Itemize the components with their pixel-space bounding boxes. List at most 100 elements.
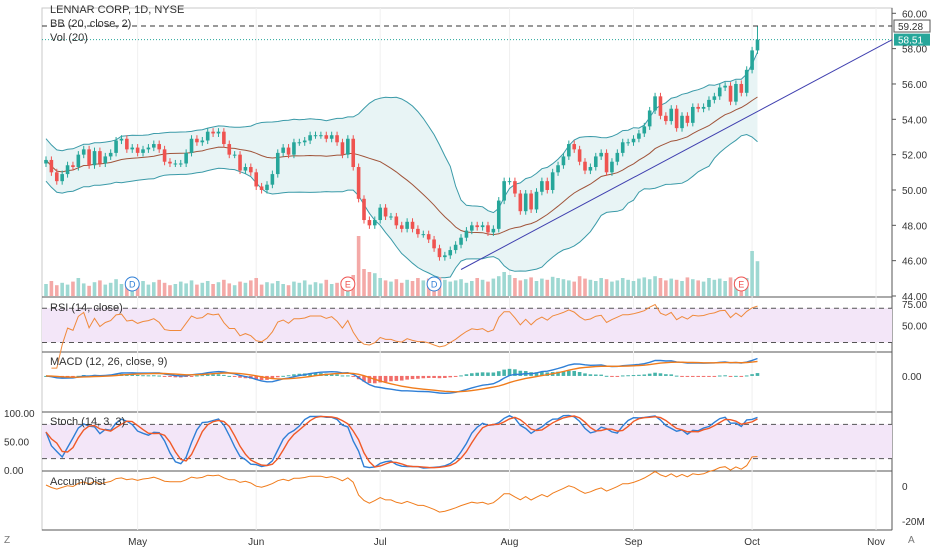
auto-scale-button[interactable]: A [908,535,915,546]
macd-histogram-bar [157,375,161,377]
macd-histogram-bar [168,375,172,377]
volume-bar [443,279,447,296]
macd-histogram-bar [561,371,566,376]
macd-histogram-bar [232,375,237,377]
candle-body [200,140,205,143]
x-tick-label: Nov [867,537,885,548]
macd-histogram-bar [275,375,280,378]
macd-histogram-bar [146,375,151,377]
volume-bar [162,282,167,296]
price-tick-label: 46.00 [902,257,927,268]
rsi-legend[interactable]: RSI (14, close) [50,302,123,314]
volume-bar [491,278,496,296]
macd-histogram-bar [362,375,366,382]
macd-histogram-bar [626,375,630,377]
candle-body [44,159,48,164]
bb-legend[interactable]: BB (20, close, 2) [50,18,132,30]
volume-bar [60,282,64,296]
macd-histogram-bar [599,374,603,376]
volume-bar [534,281,539,296]
volume-bar [286,285,291,296]
volume-bar [572,281,577,296]
volume-bar [135,283,140,296]
ad-legend[interactable]: Accum/Dist [50,476,106,488]
candle-body [631,138,636,143]
bb-fill [46,52,758,278]
volume-bar [184,283,188,296]
macd-histogram-bar [313,373,318,376]
candle-body [513,181,517,194]
candle-body [130,147,135,150]
candle-body [443,255,447,258]
candle-body [723,85,727,88]
volume-bar [599,278,603,296]
volume-bar [71,281,75,296]
volume-bar [416,278,420,296]
macd-histogram-bar [270,375,275,380]
candle-body [459,237,463,245]
macd-histogram-bar [728,375,733,377]
candle-body [486,225,490,233]
volume-bar [227,283,232,296]
macd-histogram-bar [577,372,582,376]
rsi-tick-label: 50.00 [902,321,927,332]
volume-bar [545,279,550,296]
timezone-button[interactable]: Z [4,535,11,546]
volume-bar [189,280,194,296]
volume-bar [103,284,108,296]
candle-body [680,115,684,129]
volume-bar [680,281,684,296]
price-tick-label: 48.00 [902,221,927,232]
candle-body [674,108,679,129]
macd-histogram-bar [734,375,738,377]
candle-body [270,174,275,185]
volume-bar [259,284,264,296]
candle-body [265,184,269,190]
candle-body [491,228,496,233]
volume-bar [631,281,636,296]
macd-histogram-bar [394,375,399,381]
volume-bar [308,284,312,296]
candle-body [324,135,329,139]
macd-histogram-bar [534,372,539,376]
volume-bar [615,280,620,296]
candle-body [739,83,744,93]
volume-bar [540,278,544,296]
candle-body [755,39,760,51]
macd-histogram-bar [669,374,674,376]
volume-bar [146,284,151,296]
candle-body [189,138,194,153]
x-tick-label: Jul [374,537,387,548]
x-tick-label: Jun [248,537,264,548]
candle-body [108,152,113,157]
candle-body [556,165,560,173]
volume-bar [459,279,463,296]
candle-body [76,154,81,168]
candle-body [211,131,215,134]
vol-legend[interactable]: Vol (20) [50,32,88,44]
stoch-legend[interactable]: Stoch (14, 3, 3) [50,416,126,428]
volume-bar [178,281,183,296]
ad-tick-label: -20M [902,517,925,528]
candle-body [728,85,733,102]
volume-bar [577,276,582,296]
macd-histogram-bar [189,375,194,377]
macd-histogram-bar [227,375,232,377]
candle-body [162,149,167,162]
stoch-k-line [45,414,758,469]
volume-bar [389,281,393,296]
macd-histogram-bar [647,373,652,376]
volume-bar [653,276,657,296]
macd-histogram-bar [281,375,285,377]
candle-body [232,154,237,156]
volume-bar [658,278,663,296]
volume-bar [275,281,280,296]
macd-histogram-bar [410,375,415,380]
macd-histogram-bar [691,375,695,377]
candle-body [308,135,312,141]
macd-legend[interactable]: MACD (12, 26, close, 9) [50,356,168,368]
macd-histogram-bar [744,375,749,377]
volume-bar [604,279,609,296]
volume-bar [98,280,102,296]
